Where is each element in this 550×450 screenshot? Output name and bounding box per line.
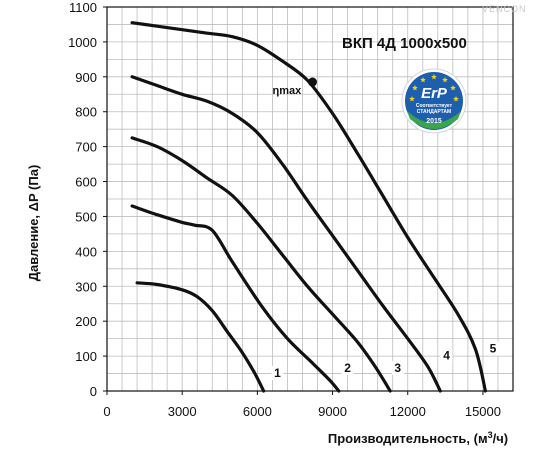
curve-5 <box>130 21 487 393</box>
y-tick-label: 200 <box>75 314 97 329</box>
erp-badge-year: 2015 <box>426 118 442 125</box>
x-tick-label: 12000 <box>390 404 426 419</box>
curve-label-bg <box>271 366 284 381</box>
plot-frame <box>106 6 514 392</box>
curve-label-1: 1 <box>274 366 281 380</box>
eu-star-icon <box>420 76 426 83</box>
y-tick-label: 800 <box>75 105 97 120</box>
axis-ticks: 0 3000 6000 9000 12000 15000 0 100 200 300 400 500 6… <box>68 0 501 419</box>
curve-1 <box>135 281 266 393</box>
curve-label-bg <box>440 348 453 363</box>
y-tick-label: 500 <box>75 209 97 224</box>
x-axis-title: Производительность, (м3/ч) <box>328 430 508 446</box>
eu-star-icon <box>442 76 448 83</box>
curve-4 <box>130 75 442 393</box>
eu-stars-icon <box>409 74 459 102</box>
y-tick-label: 600 <box>75 175 97 190</box>
erp-badge-line3: СТАНДАРТАМ <box>417 109 451 115</box>
green-swoosh-icon <box>407 111 461 129</box>
erp-badge-title: ErP <box>421 85 448 102</box>
curve-2 <box>130 204 341 393</box>
erp-badge: ErP Соответствует СТАНДАРТАМ 2015 <box>401 68 467 134</box>
curve-label-4: 4 <box>443 349 450 363</box>
curve-label-5: 5 <box>490 342 497 356</box>
y-tick-label: 900 <box>75 70 97 85</box>
brand-watermark: VENCON <box>482 4 527 14</box>
x-axis-title-suffix: /ч) <box>493 431 509 446</box>
erp-badge-disc <box>405 72 463 130</box>
curve-label-bg <box>486 341 499 356</box>
curve-3 <box>130 136 392 393</box>
eu-star-icon <box>431 74 437 80</box>
eu-star-icon <box>453 96 459 102</box>
chart-title: ВКП 4Д 1000х500 <box>342 35 467 52</box>
y-tick-label: 0 <box>90 384 97 399</box>
curve-label-bg <box>391 360 404 375</box>
x-tick-label: 9000 <box>318 404 347 419</box>
x-tick-label: 3000 <box>168 404 197 419</box>
grid <box>107 7 513 391</box>
x-tick-label: 6000 <box>243 404 272 419</box>
eu-star-icon <box>450 85 456 91</box>
y-tick-label: 400 <box>75 244 97 259</box>
eu-star-icon <box>409 96 415 102</box>
y-tick-label: 1100 <box>69 0 97 15</box>
x-tick-label: 15000 <box>465 404 501 419</box>
y-tick-label: 300 <box>75 279 97 294</box>
y-tick-label: 100 <box>75 349 97 364</box>
erp-badge-line2: Соответствует <box>416 103 453 109</box>
x-axis-title-main: Производительность, (м <box>328 431 488 446</box>
eta-max-point <box>308 77 318 87</box>
y-axis-title: Давление, ΔP (Па) <box>26 165 41 282</box>
curve-label-bg <box>341 360 354 375</box>
x-axis-title-sup: 3 <box>488 430 493 440</box>
eu-star-icon <box>412 85 418 91</box>
curves: 1 2 3 4 5 ηmax <box>130 21 499 393</box>
y-tick-label: 700 <box>75 140 97 155</box>
eta-max-label: ηmax <box>273 85 303 97</box>
x-tick-label: 0 <box>103 404 110 419</box>
curve-label-3: 3 <box>394 361 401 375</box>
curve-label-2: 2 <box>344 361 351 375</box>
y-tick-label: 1000 <box>68 35 97 50</box>
